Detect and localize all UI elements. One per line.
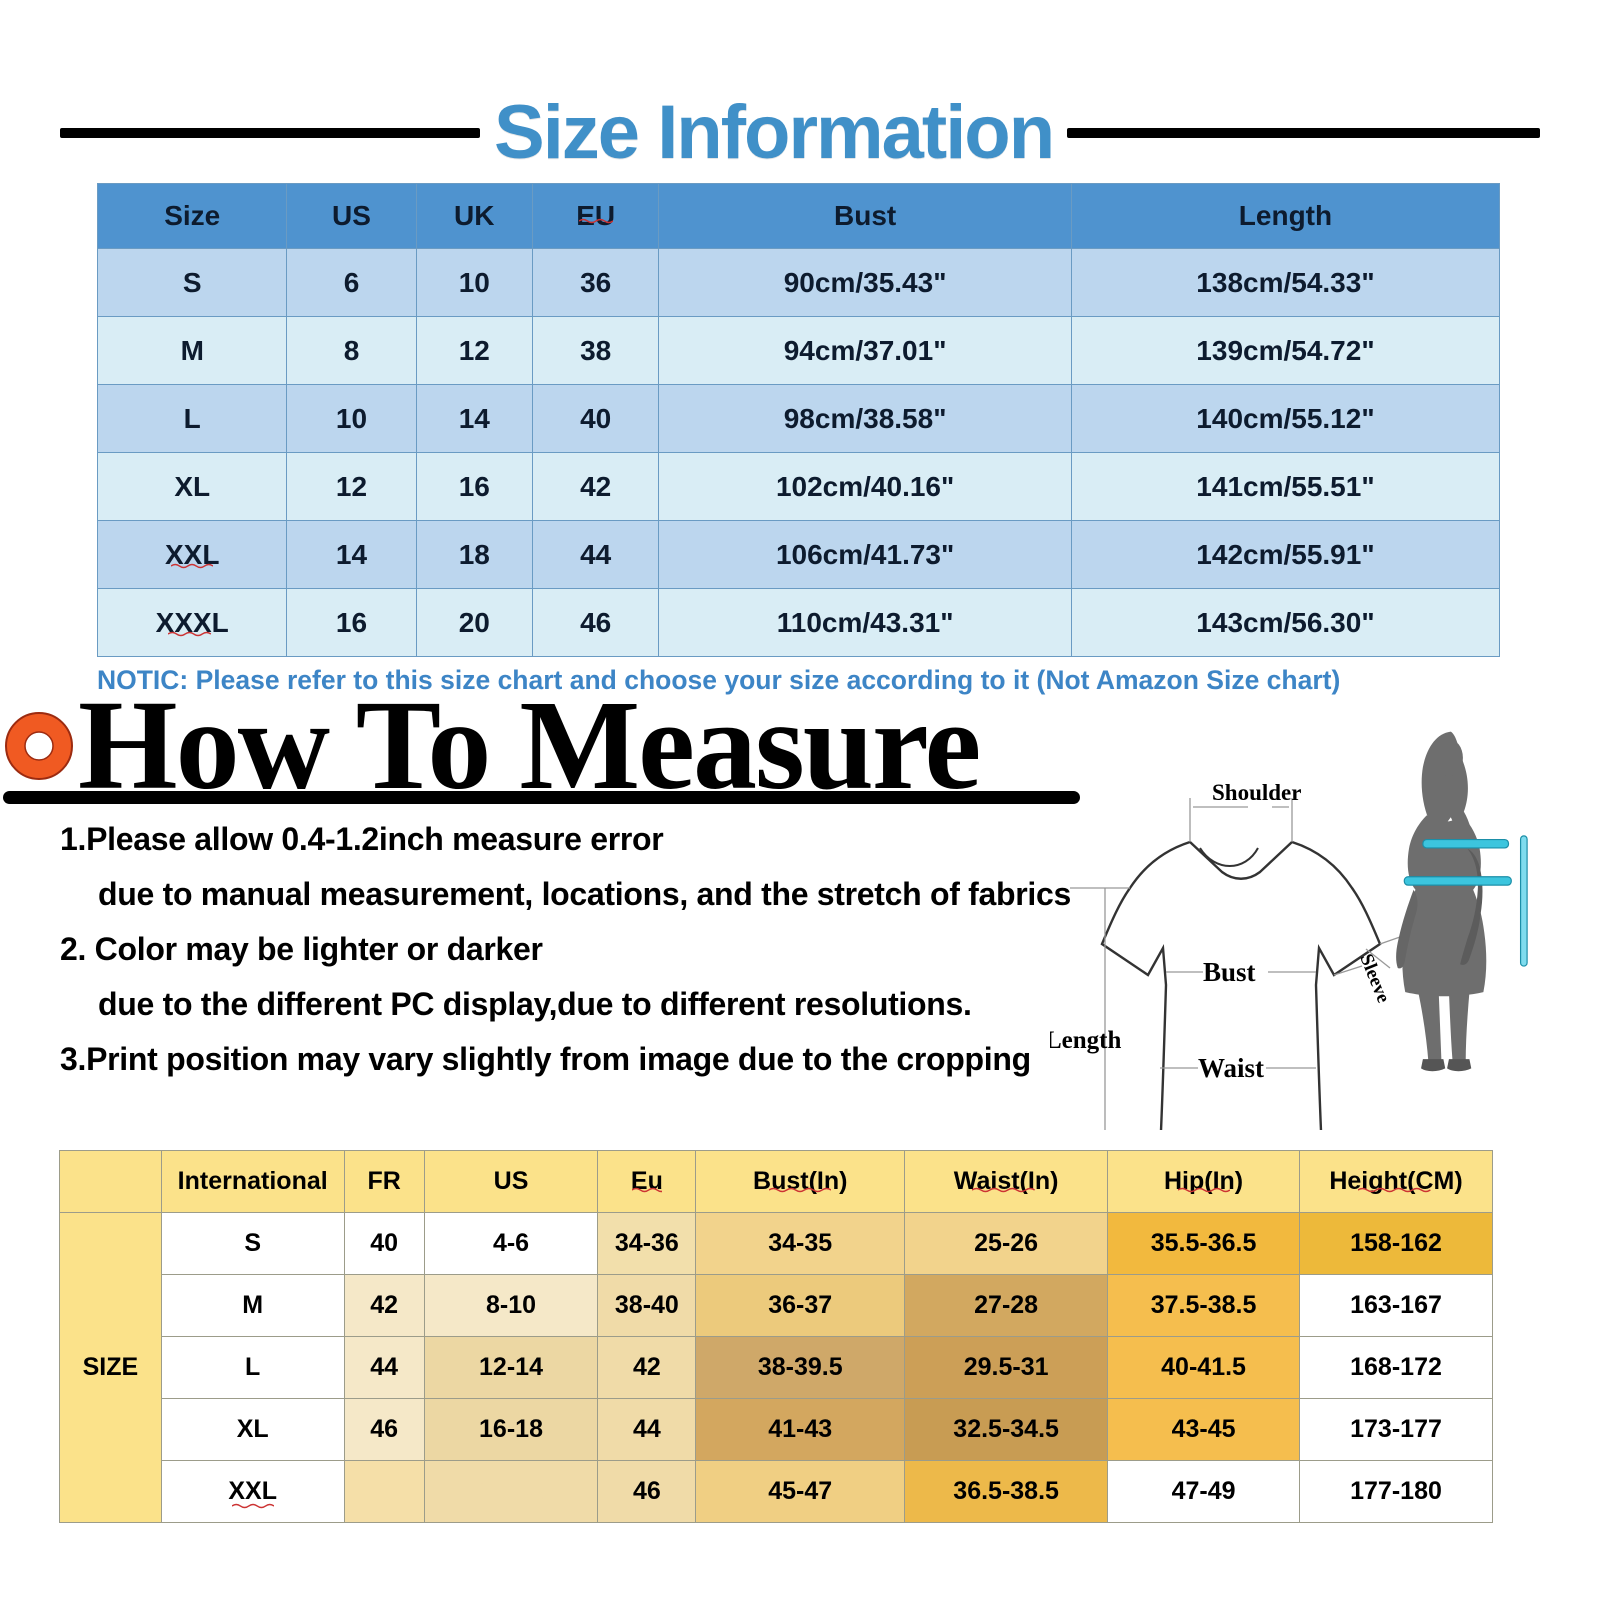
svg-text:Sleeve: Sleeve: [1355, 951, 1393, 1006]
svg-text:Shoulder: Shoulder: [1212, 780, 1301, 805]
svg-text:Bust: Bust: [1203, 957, 1256, 987]
svg-text:Waist: Waist: [1198, 1053, 1264, 1083]
svg-text:Length: Length: [1050, 1027, 1122, 1054]
